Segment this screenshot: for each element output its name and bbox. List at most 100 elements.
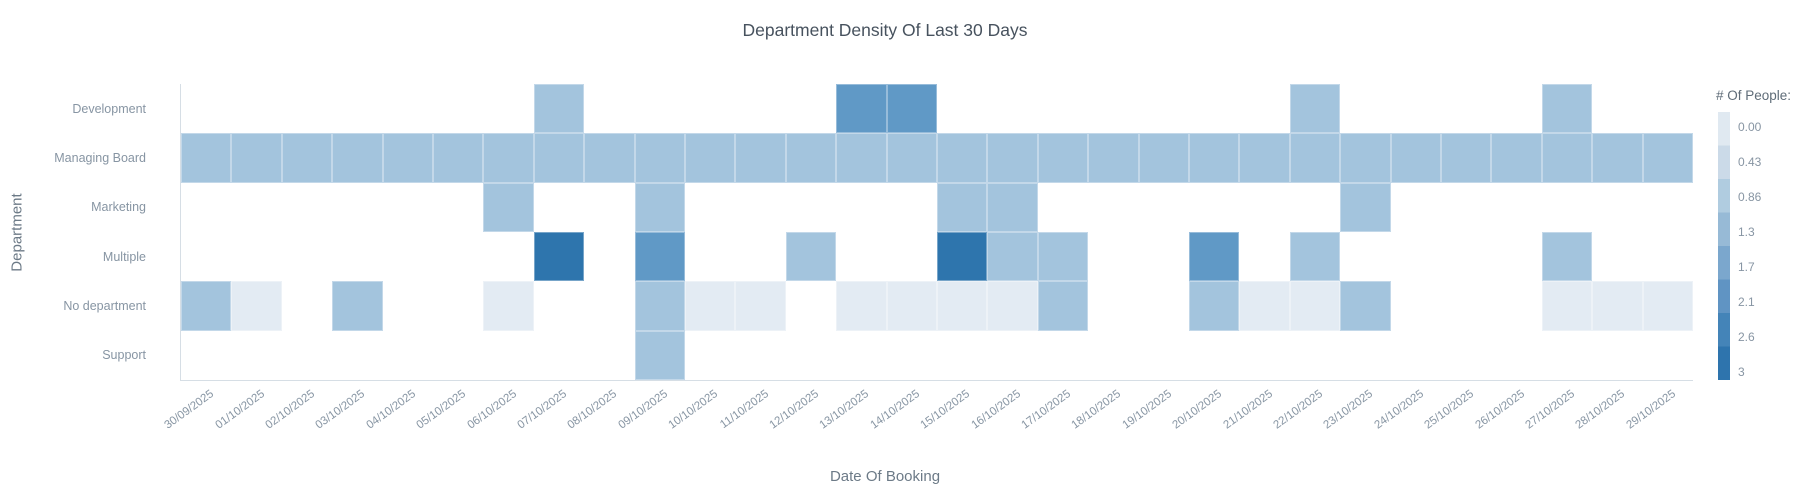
heatmap-cell[interactable] xyxy=(1390,133,1441,183)
heatmap-cell[interactable] xyxy=(634,133,685,183)
x-tick-label: 18/10/2025 xyxy=(1069,388,1124,432)
heatmap-cell[interactable] xyxy=(1289,84,1341,134)
heatmap-cell[interactable] xyxy=(1189,133,1240,183)
x-tick-label: 28/10/2025 xyxy=(1573,388,1628,432)
heatmap-cell[interactable] xyxy=(1441,133,1492,183)
heatmap-cell[interactable] xyxy=(281,133,333,183)
heatmap-cell[interactable] xyxy=(1541,281,1593,331)
heatmap-cell[interactable] xyxy=(1491,133,1542,183)
heatmap-cell[interactable] xyxy=(483,133,534,183)
x-tick-label: 23/10/2025 xyxy=(1321,388,1376,432)
heatmap-cell[interactable] xyxy=(1037,232,1089,282)
colorbar-tick-label: 0.86 xyxy=(1738,190,1762,204)
heatmap-cell[interactable] xyxy=(735,281,786,331)
x-tick-label: 20/10/2025 xyxy=(1170,388,1225,432)
heatmap-cell[interactable] xyxy=(1642,133,1693,183)
y-tick-label: Development xyxy=(72,101,146,116)
x-tick-label: 04/10/2025 xyxy=(364,388,418,432)
heatmap-cell[interactable] xyxy=(886,84,937,134)
x-tick-label: 26/10/2025 xyxy=(1473,388,1527,432)
heatmap-cell[interactable] xyxy=(1088,133,1139,183)
x-tick-label: 06/10/2025 xyxy=(465,388,519,432)
heatmap-cell[interactable] xyxy=(1189,232,1240,282)
heatmap-cell[interactable] xyxy=(584,133,635,183)
heatmap-cell[interactable] xyxy=(785,232,837,282)
heatmap-cell[interactable] xyxy=(634,281,685,331)
heatmap-cell[interactable] xyxy=(1037,281,1089,331)
heatmap-cell[interactable] xyxy=(1592,281,1643,331)
x-tick-label: 02/10/2025 xyxy=(263,388,318,432)
heatmap-cell[interactable] xyxy=(937,281,988,331)
y-tick-label: No department xyxy=(63,299,146,313)
heatmap-cell[interactable] xyxy=(1239,133,1290,183)
colorbar-tick-label: 0.43 xyxy=(1738,155,1762,169)
heatmap-cell[interactable] xyxy=(987,133,1038,183)
heatmap-cell[interactable] xyxy=(1340,281,1391,331)
heatmap-cell[interactable] xyxy=(886,133,937,183)
heatmap-cell[interactable] xyxy=(1541,133,1593,183)
heatmap-cell[interactable] xyxy=(382,133,433,183)
x-tick-label: 10/10/2025 xyxy=(666,388,721,432)
heatmap-cell[interactable] xyxy=(836,133,887,183)
heatmap-cell[interactable] xyxy=(483,182,534,232)
colorbar-tick-label: 1.3 xyxy=(1738,225,1755,239)
colorbar-tick-label: 3 xyxy=(1738,365,1745,379)
x-tick-label: 17/10/2025 xyxy=(1019,388,1074,432)
heatmap-cell[interactable] xyxy=(1239,281,1290,331)
heatmap-cell[interactable] xyxy=(231,133,282,183)
heatmap-cell[interactable] xyxy=(1037,133,1089,183)
heatmap-cell[interactable] xyxy=(634,182,685,232)
heatmap-cell[interactable] xyxy=(332,281,383,331)
heatmap-cell[interactable] xyxy=(1138,133,1189,183)
heatmap-cell[interactable] xyxy=(1592,133,1643,183)
heatmap-cell[interactable] xyxy=(735,133,786,183)
heatmap-cell[interactable] xyxy=(634,330,685,380)
heatmap-cell[interactable] xyxy=(231,281,282,331)
heatmap-cell[interactable] xyxy=(1642,281,1693,331)
heatmap-cell[interactable] xyxy=(1541,84,1593,134)
heatmap-cell[interactable] xyxy=(836,281,887,331)
heatmap-cell[interactable] xyxy=(634,232,685,282)
heatmap-cell[interactable] xyxy=(1289,133,1341,183)
heatmap-cell[interactable] xyxy=(1289,281,1341,331)
heatmap-plot-area[interactable] xyxy=(180,84,1693,381)
heatmap-cell[interactable] xyxy=(937,182,988,232)
heatmap-cell[interactable] xyxy=(433,133,484,183)
heatmap-cell[interactable] xyxy=(1340,133,1391,183)
heatmap-cell[interactable] xyxy=(533,232,585,282)
heatmap-cell[interactable] xyxy=(1189,281,1240,331)
x-tick-label: 21/10/2025 xyxy=(1221,388,1275,432)
heatmap-cell[interactable] xyxy=(987,281,1038,331)
heatmap-cell[interactable] xyxy=(685,281,736,331)
heatmap-cell[interactable] xyxy=(1340,182,1391,232)
heatmap-cell[interactable] xyxy=(181,281,232,331)
heatmap-cell[interactable] xyxy=(1289,232,1341,282)
heatmap-cell[interactable] xyxy=(483,281,534,331)
heatmap-cell[interactable] xyxy=(533,133,585,183)
heatmap-cell[interactable] xyxy=(685,133,736,183)
x-tick-label: 13/10/2025 xyxy=(817,388,872,432)
heatmap-cell[interactable] xyxy=(181,133,232,183)
heatmap-cell[interactable] xyxy=(1541,232,1593,282)
heatmap-cell[interactable] xyxy=(533,84,585,134)
heatmap-cell[interactable] xyxy=(987,182,1038,232)
colorbar-tick-label: 0.00 xyxy=(1738,120,1762,134)
x-tick-label: 25/10/2025 xyxy=(1422,388,1477,432)
heatmap-cell[interactable] xyxy=(937,133,988,183)
y-tick-label: Marketing xyxy=(91,200,146,215)
x-tick-label: 27/10/2025 xyxy=(1523,388,1578,432)
x-tick-label: 14/10/2025 xyxy=(868,388,922,432)
x-tick-label: 12/10/2025 xyxy=(767,388,822,432)
heatmap-cell[interactable] xyxy=(785,133,837,183)
colorbar-tick-label: 2.6 xyxy=(1738,330,1755,344)
heatmap-cell[interactable] xyxy=(836,84,887,134)
x-tick-label: 11/10/2025 xyxy=(717,388,771,432)
x-tick-label: 16/10/2025 xyxy=(969,388,1023,432)
heatmap-cell[interactable] xyxy=(332,133,383,183)
x-tick-label: 19/10/2025 xyxy=(1120,388,1174,432)
heatmap-cell[interactable] xyxy=(937,232,988,282)
heatmap-cell[interactable] xyxy=(886,281,937,331)
heatmap-cell[interactable] xyxy=(987,232,1038,282)
colorbar-tick-label: 2.1 xyxy=(1738,295,1755,309)
